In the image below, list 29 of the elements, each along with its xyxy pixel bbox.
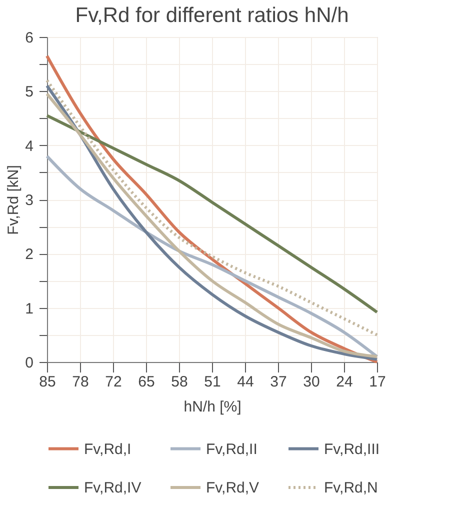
legend-label: Fv,Rd,III xyxy=(324,440,380,458)
x-axis-title: hN/h [%] xyxy=(184,398,242,416)
x-tick-label: 37 xyxy=(270,374,287,390)
x-tick-label: 65 xyxy=(138,374,155,390)
y-tick-label: 1 xyxy=(25,300,34,318)
x-tick-label: 17 xyxy=(369,374,386,390)
legend-label: Fv,Rd,I xyxy=(84,440,132,458)
legend-label: Fv,Rd,II xyxy=(206,440,258,458)
legend-label: Fv,Rd,N xyxy=(324,480,378,496)
x-tick-label: 72 xyxy=(105,374,122,390)
line-series xyxy=(46,114,378,314)
y-tick-label: 3 xyxy=(25,192,34,209)
legend-label: Fv,Rd,V xyxy=(206,480,260,496)
x-tick-label: 78 xyxy=(72,374,89,390)
line-series xyxy=(46,154,378,358)
y-tick-label: 5 xyxy=(25,84,34,101)
x-tick-label: 51 xyxy=(204,374,221,390)
x-tick-label: 44 xyxy=(237,374,254,390)
x-tick-label: 85 xyxy=(39,374,56,390)
y-tick-label: 0 xyxy=(25,354,34,372)
legend-label: Fv,Rd,IV xyxy=(84,480,142,496)
x-tick-label: 58 xyxy=(171,374,188,390)
x-tick-label: 24 xyxy=(336,374,353,390)
y-tick-label: 6 xyxy=(25,30,34,46)
x-tick-label: 30 xyxy=(303,374,320,390)
y-tick-label: 4 xyxy=(25,138,34,155)
y-axis-title: Fv,Rd [kN] xyxy=(5,165,22,235)
y-tick-label: 2 xyxy=(25,246,34,264)
chart-title: Fv,Rd for different ratios hN/h xyxy=(75,4,349,27)
